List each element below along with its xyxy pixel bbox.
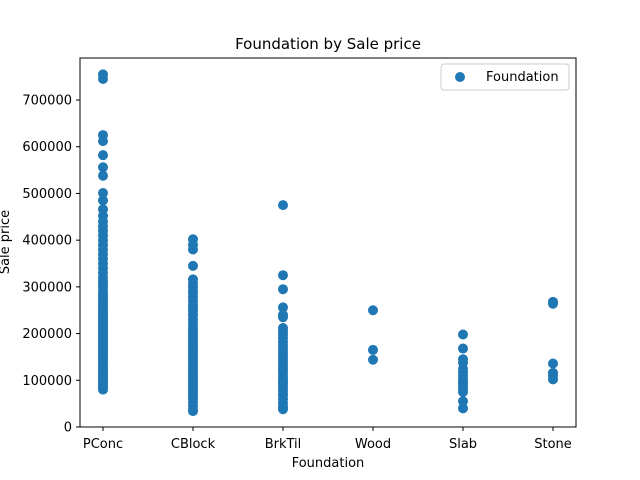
data-point-slab	[458, 386, 468, 397]
y-tick-label: 600000	[22, 140, 72, 155]
legend-entry-foundation: Foundation	[486, 70, 559, 85]
data-point-brktil	[278, 284, 288, 295]
chart-title: Foundation by Sale price	[235, 35, 421, 53]
data-point-stone	[548, 358, 558, 369]
data-point-brktil	[278, 302, 288, 313]
plot-area-frame	[79, 57, 577, 428]
x-tick-label-pconc: PConc	[83, 437, 123, 452]
data-point-wood	[368, 354, 378, 365]
data-point-pconc	[98, 162, 108, 173]
y-tick-label: 400000	[22, 234, 72, 249]
data-point-brktil	[278, 404, 288, 415]
data-points	[98, 69, 558, 417]
x-axis-ticks: PConc CBlock BrkTil Wood Slab Stone	[83, 427, 572, 452]
x-tick-label-wood: Wood	[355, 437, 391, 452]
legend: Foundation	[440, 63, 570, 91]
data-point-pconc	[98, 170, 108, 181]
data-point-pconc	[98, 195, 108, 206]
y-axis-label: Sale price	[0, 210, 13, 274]
x-tick-label-slab: Slab	[449, 437, 477, 452]
data-point-stone	[548, 298, 558, 309]
y-tick-label: 0	[64, 421, 72, 436]
data-point-brktil	[278, 200, 288, 211]
y-tick-label: 300000	[22, 280, 72, 295]
data-point-stone	[548, 374, 558, 385]
data-point-cblock	[188, 406, 198, 417]
y-tick-label: 700000	[22, 94, 72, 109]
data-point-pconc	[98, 74, 108, 85]
data-point-slab	[458, 329, 468, 340]
legend-box	[440, 63, 570, 91]
data-point-brktil	[278, 270, 288, 281]
data-point-slab	[458, 396, 468, 407]
x-axis-label: Foundation	[292, 456, 365, 471]
y-tick-label: 500000	[22, 187, 72, 202]
x-tick-label-stone: Stone	[534, 437, 572, 452]
data-point-pconc	[98, 384, 108, 395]
y-tick-label: 200000	[22, 327, 72, 342]
x-tick-label-cblock: CBlock	[171, 437, 216, 452]
y-tick-label: 100000	[22, 374, 72, 389]
data-point-cblock	[188, 260, 198, 271]
data-point-slab	[458, 343, 468, 354]
data-point-pconc	[98, 150, 108, 161]
y-axis-ticks: 0 100000 200000 300000 400000 500000 600000 700…	[22, 94, 80, 436]
data-point-brktil	[278, 312, 288, 323]
data-point-wood	[368, 305, 378, 316]
data-point-pconc	[98, 136, 108, 147]
x-tick-label-brktil: BrkTil	[265, 437, 302, 452]
data-point-pconc	[98, 187, 108, 198]
data-point-wood	[368, 344, 378, 355]
data-point-cblock	[188, 244, 198, 255]
data-point-slab	[458, 403, 468, 414]
legend-marker	[455, 72, 465, 82]
